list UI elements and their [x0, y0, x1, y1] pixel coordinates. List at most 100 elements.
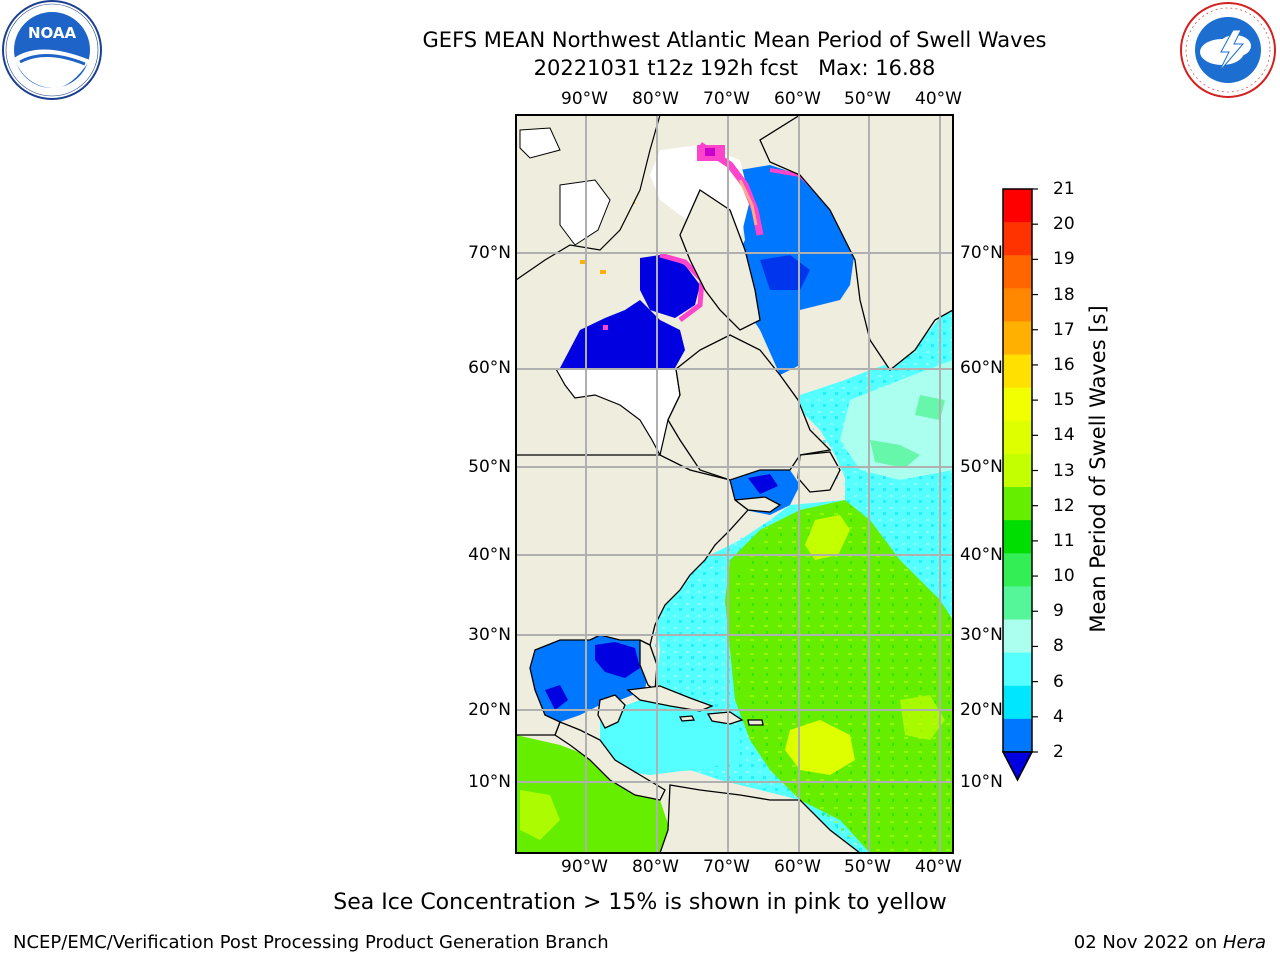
ocean-lime-spot-north [805, 515, 850, 560]
lat-label-right-70n: 70°N [960, 243, 1003, 263]
colorbar-tick-label: 12 [1053, 495, 1075, 516]
colorbar-swatch [1003, 685, 1032, 720]
colorbar-swatch [1003, 520, 1032, 554]
colorbar-swatch [1003, 354, 1032, 389]
noaa-logo: NOAA [0, 0, 105, 105]
cuba-land [626, 685, 714, 712]
colorbar-swatch [1003, 487, 1032, 521]
nws-logo [1177, 0, 1280, 100]
ocean-green-texture [725, 500, 953, 853]
jamaica-land [678, 715, 696, 722]
labrador-sea-deep-blue [760, 255, 810, 290]
gulf-deep-blue-patch [545, 642, 640, 710]
lat-label-right-50n: 50°N [960, 457, 1003, 477]
colorbar-tick-label: 17 [1053, 319, 1075, 340]
colorbar-swatch [1003, 453, 1032, 488]
colorbar-tick-label: 16 [1053, 354, 1075, 375]
chart-title-line-2: 20221031 t12z 192h fcst Max: 16.88 [533, 56, 936, 80]
colorbar-swatch [1003, 255, 1032, 289]
lat-label-right-30n: 30°N [960, 625, 1003, 645]
hudson-bay-blue [560, 300, 685, 368]
colorbar-swatch [1003, 652, 1032, 687]
north-america-east-land [516, 454, 749, 736]
colorbar-tick-label: 4 [1053, 706, 1064, 727]
lon-label-bottom-50w: 50°W [844, 857, 891, 877]
pacific-lime [520, 790, 560, 840]
lon-label-top-60w: 60°W [774, 89, 821, 109]
colorbar-tick-label: 21 [1053, 179, 1075, 199]
colorbar-extend-arrow [1001, 751, 1034, 782]
colorbar-tick-label: 14 [1053, 425, 1075, 446]
colorbar-tick-label: 6 [1053, 671, 1064, 692]
hispaniola-land [706, 711, 744, 725]
colorbar-swatch [1003, 619, 1032, 654]
greenland-land [759, 115, 953, 371]
arctic-channel-white [519, 127, 561, 159]
colorbar-tick-label: 19 [1053, 249, 1075, 270]
ocean-yellow-spot-south [785, 720, 855, 775]
noaa-wordmark: NOAA [28, 24, 77, 42]
ocean-mint-patches [870, 395, 945, 468]
colorbar-tick-label: 18 [1053, 284, 1075, 305]
st-lawrence-deep [748, 474, 778, 494]
lon-label-top-90w: 90°W [561, 89, 608, 109]
ocean-lime-spot-east [900, 695, 945, 740]
lon-label-bottom-70w: 70°W [703, 857, 750, 877]
colorbar-swatch [1003, 586, 1032, 621]
lon-label-top-50w: 50°W [844, 89, 891, 109]
foxe-basin-blue [640, 255, 700, 318]
colorbar-label: Mean Period of Swell Waves [s] [1086, 305, 1110, 633]
colorbar-tick-label: 11 [1053, 530, 1075, 551]
lon-label-bottom-80w: 80°W [632, 857, 679, 877]
central-america-land [554, 721, 666, 801]
colorbar-tick-label: 20 [1053, 214, 1075, 235]
caribbean-cyan [600, 700, 740, 772]
puerto-rico-land [747, 719, 764, 726]
sea-ice-edge-baffin-inner [738, 179, 758, 226]
colorbar-swatch [1003, 321, 1032, 356]
colorbar-swatch [1003, 189, 1032, 223]
chart-title-line-1: GEFS MEAN Northwest Atlantic Mean Period… [422, 28, 1047, 52]
lat-label-right-10n: 10°N [960, 772, 1003, 792]
colorbar-tick-label: 15 [1053, 390, 1075, 411]
lon-label-top-40w: 40°W [915, 89, 962, 109]
lat-label-left-70n: 70°N [468, 243, 511, 263]
map-frame [515, 114, 954, 854]
lat-label-left-50n: 50°N [468, 457, 511, 477]
colorbar-tick-label: 8 [1053, 636, 1064, 657]
south-america-land [659, 784, 862, 853]
colorbar [1003, 188, 1038, 753]
lon-label-top-70w: 70°W [703, 89, 750, 109]
lat-label-right-20n: 20°N [960, 700, 1003, 720]
lat-label-right-40n: 40°N [960, 545, 1003, 565]
sea-ice-core-north [705, 148, 715, 156]
colorbar-swatch [1003, 387, 1032, 422]
graticule [516, 115, 953, 853]
lat-label-left-20n: 20°N [468, 700, 511, 720]
lon-label-bottom-90w: 90°W [561, 857, 608, 877]
lon-label-bottom-40w: 40°W [915, 857, 962, 877]
footer-host: Hera [1222, 932, 1266, 953]
lon-label-bottom-60w: 60°W [774, 857, 821, 877]
lat-label-left-60n: 60°N [468, 358, 511, 378]
lat-label-left-40n: 40°N [468, 545, 511, 565]
footer-right: 02 Nov 2022 on Hera [1074, 932, 1266, 953]
footer-date: 02 Nov 2022 on [1073, 932, 1223, 953]
lat-label-left-10n: 10°N [468, 772, 511, 792]
baffin-island-land [679, 189, 761, 331]
colorbar-tick-label: 2 [1053, 742, 1064, 762]
lat-label-right-60n: 60°N [960, 358, 1003, 378]
colorbar-swatch [1003, 288, 1032, 322]
colorbar-tick-label: 13 [1053, 460, 1075, 481]
footer-left: NCEP/EMC/Verification Post Processing Pr… [13, 932, 609, 953]
colorbar-tick-label: 10 [1053, 566, 1075, 587]
colorbar-tick-label: 9 [1053, 601, 1064, 622]
lat-label-left-30n: 30°N [468, 625, 511, 645]
colorbar-swatch [1003, 718, 1032, 753]
lon-label-top-80w: 80°W [632, 89, 679, 109]
colorbar-swatch [1003, 222, 1032, 256]
colorbar-swatch [1003, 420, 1032, 455]
sea-ice-caption: Sea Ice Concentration > 15% is shown in … [333, 890, 947, 915]
colorbar-swatch [1003, 553, 1032, 587]
